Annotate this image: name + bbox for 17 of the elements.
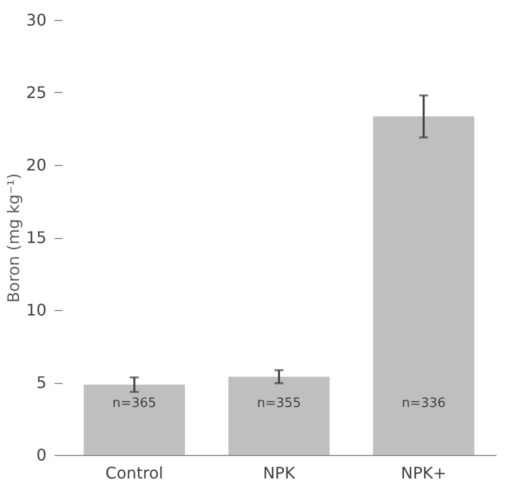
y-tick-label: 15 [26, 228, 46, 247]
annotation: n=355 [257, 396, 301, 411]
x-tick-label: Control [105, 464, 164, 482]
bar [84, 384, 185, 455]
bar [373, 116, 474, 455]
y-tick-label: 5 [36, 373, 46, 392]
bar [228, 376, 330, 455]
y-tick-label: 25 [26, 83, 46, 102]
annotation: n=336 [402, 396, 446, 411]
y-tick-label: 10 [26, 300, 46, 320]
y-tick-label: 20 [26, 156, 46, 174]
y-tick-label: 30 [26, 10, 46, 30]
x-tick-label: NPK [262, 464, 296, 482]
x-tick-label: NPK+ [400, 464, 446, 482]
annotation: n=365 [112, 396, 156, 411]
y-tick-label: 0 [36, 446, 46, 464]
y-axis-title: Boron (mg kg⁻¹) [4, 173, 24, 303]
